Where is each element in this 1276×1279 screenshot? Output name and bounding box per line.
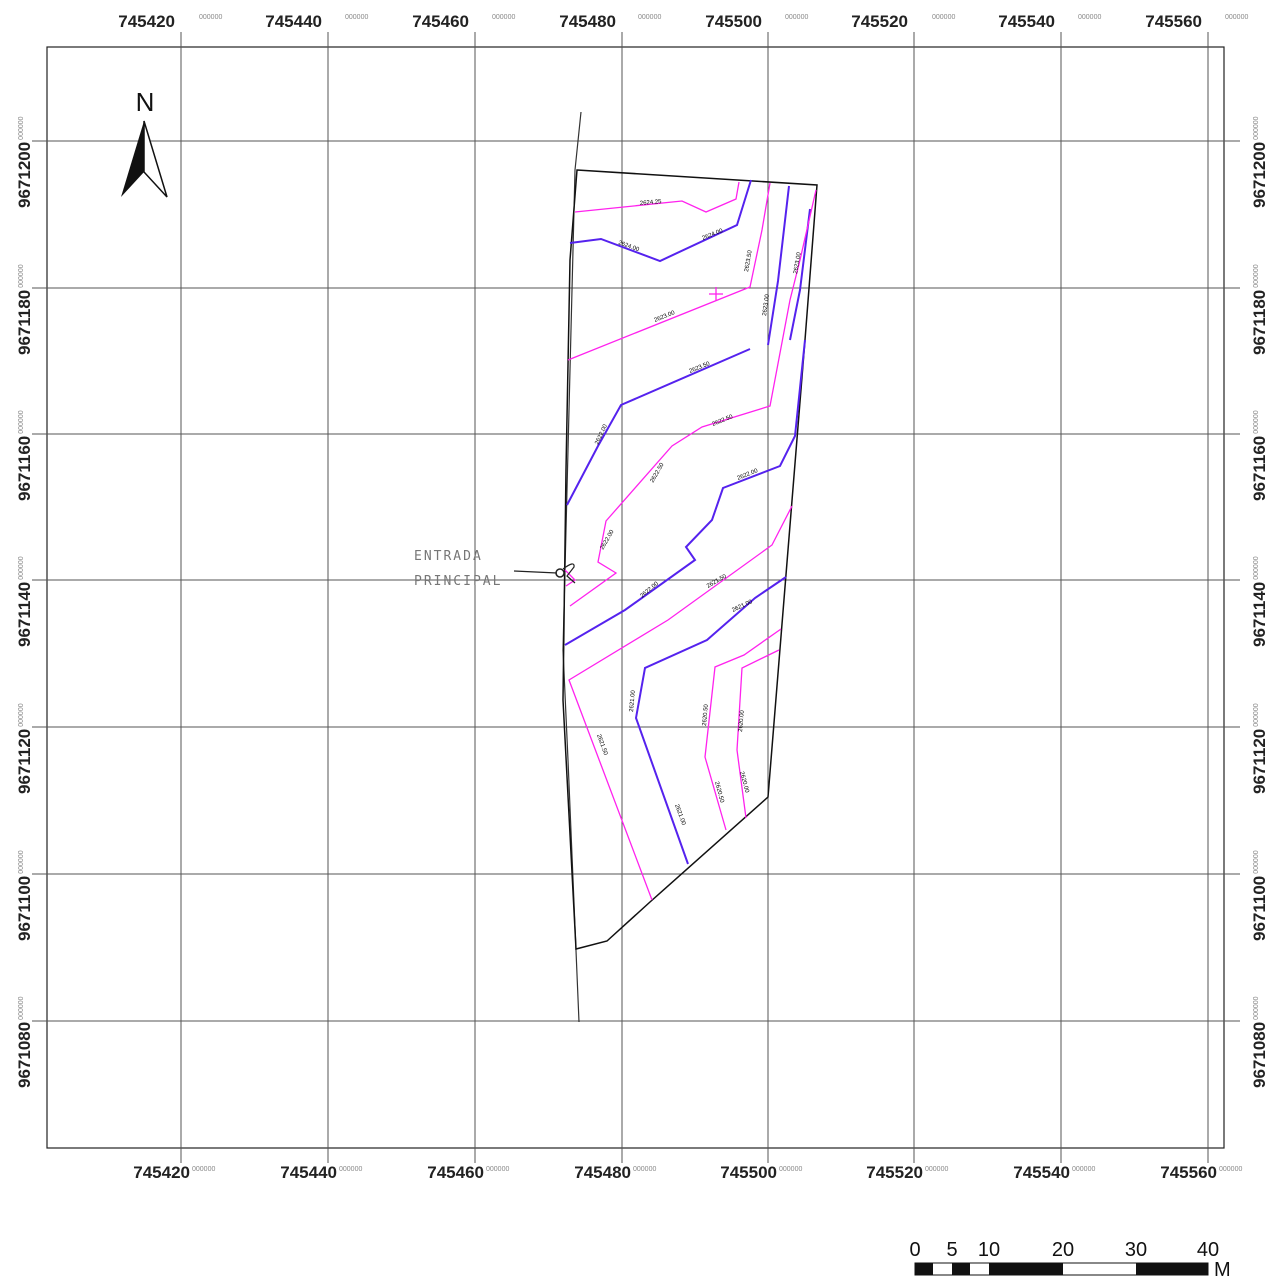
contour-label: 2620.00	[738, 709, 746, 732]
scale-unit: M	[1214, 1259, 1231, 1279]
x-tick-top-decimals: 000000	[638, 14, 661, 21]
north-arrow-letter: N	[136, 87, 155, 117]
x-tick-top: 745520	[851, 12, 908, 31]
x-tick-bottom: 745420	[133, 1163, 190, 1182]
contour-label: 2623.50	[744, 249, 754, 272]
x-tick-top-decimals: 000000	[492, 14, 515, 21]
x-tick-bottom-decimals: 000000	[486, 1166, 509, 1173]
entrance-annotation: ENTRADA PRINCIPAL	[414, 549, 576, 589]
x-tick-top-decimals: 000000	[199, 14, 222, 21]
contour-label: 2623.00	[793, 251, 803, 274]
contour-label: 2620.00	[738, 771, 750, 794]
minor-contour	[568, 505, 793, 901]
minor-contour	[574, 181, 740, 213]
x-tick-bottom-decimals: 000000	[1219, 1166, 1242, 1173]
x-tick-bottom-decimals: 000000	[633, 1166, 656, 1173]
y-tick-left: 9671120000000	[15, 703, 34, 794]
major-contours	[564, 179, 811, 865]
scale-label: 30	[1125, 1239, 1147, 1261]
x-tick-top: 745480	[559, 12, 616, 31]
y-tick-right: 9671140000000	[1250, 556, 1269, 647]
major-contour	[569, 179, 752, 263]
major-contour	[634, 576, 787, 865]
y-tick-right: 9671200000000	[1250, 116, 1269, 208]
contour-label: 2621.00	[629, 689, 637, 712]
y-tick-right: 9671180000000	[1250, 264, 1269, 355]
x-tick-top: 745460	[412, 12, 469, 31]
x-tick-bottom-decimals: 000000	[779, 1166, 802, 1173]
y-tick-left: 9671180000000	[15, 264, 34, 355]
minor-contour	[567, 182, 771, 361]
y-tick-left: 9671200000000	[15, 116, 34, 208]
x-tick-top-decimals: 000000	[932, 14, 955, 21]
y-tick-left: 9671160000000	[15, 410, 34, 501]
y-tick-left: 9671080000000	[15, 996, 34, 1088]
x-tick-top-decimals: 000000	[1078, 14, 1101, 21]
contour-label: 2624.25	[640, 199, 663, 207]
y-tick-left: 9671140000000	[15, 556, 34, 647]
x-axis-top-labels: 745420 745440 745460 745480 745500 74552…	[118, 12, 1248, 31]
scale-label: 0	[909, 1239, 920, 1261]
x-tick-bottom-decimals: 000000	[339, 1166, 362, 1173]
y-tick-right: 9671080000000	[1250, 996, 1269, 1088]
grid-horizontal	[32, 140, 1240, 1022]
x-tick-bottom: 745560	[1160, 1163, 1217, 1182]
x-tick-top-decimals: 000000	[1225, 14, 1248, 21]
x-tick-bottom-decimals: 000000	[925, 1166, 948, 1173]
major-contour	[564, 339, 806, 646]
scale-label: 40	[1197, 1239, 1219, 1261]
grid-vertical	[180, 32, 1209, 1163]
scale-label: 5	[946, 1239, 957, 1261]
contour-label: 2620.50	[713, 781, 725, 804]
major-contour	[566, 348, 751, 506]
x-tick-top-decimals: 000000	[785, 14, 808, 21]
contour-label: 2623.00	[762, 293, 771, 316]
contour-label: 2620.50	[702, 703, 710, 726]
y-tick-right: 9671100000000	[1250, 850, 1269, 941]
x-tick-bottom: 745540	[1013, 1163, 1070, 1182]
site-boundary	[562, 169, 818, 950]
y-tick-left: 9671100000000	[15, 850, 34, 941]
entrance-gate-icon	[562, 563, 576, 584]
y-tick-right: 9671160000000	[1250, 410, 1269, 501]
x-tick-bottom: 745500	[720, 1163, 777, 1182]
x-tick-top: 745540	[998, 12, 1055, 31]
entrance-label-line2: PRINCIPAL	[414, 574, 502, 589]
x-tick-top: 745440	[265, 12, 322, 31]
major-contour	[789, 208, 811, 341]
x-tick-bottom: 745460	[427, 1163, 484, 1182]
entrance-label-line1: ENTRADA	[414, 549, 483, 564]
x-tick-bottom-decimals: 000000	[1072, 1166, 1095, 1173]
minor-contour	[569, 189, 817, 607]
x-tick-top-decimals: 000000	[345, 14, 368, 21]
minor-contour	[704, 628, 782, 831]
x-tick-top: 745560	[1145, 12, 1202, 31]
y-tick-right: 9671120000000	[1250, 703, 1269, 794]
entrance-leader-line	[513, 570, 558, 574]
x-tick-top: 745500	[705, 12, 762, 31]
x-tick-bottom: 745480	[574, 1163, 631, 1182]
x-axis-bottom-labels: 745420 745440 745460 745480 745500 74552…	[133, 1163, 1242, 1182]
minor-contours	[564, 181, 817, 901]
major-contour	[767, 185, 790, 346]
scale-label: 20	[1052, 1239, 1074, 1261]
x-tick-top: 745420	[118, 12, 175, 31]
entrance-marker-icon	[555, 568, 565, 578]
x-tick-bottom-decimals: 000000	[192, 1166, 215, 1173]
scale-bar: 0 5 10 20 30 40 M	[909, 1239, 1230, 1279]
minor-contour	[736, 649, 780, 819]
x-tick-bottom: 745440	[280, 1163, 337, 1182]
x-tick-bottom: 745520	[866, 1163, 923, 1182]
scale-label: 10	[978, 1239, 1000, 1261]
north-arrow-icon: N	[121, 87, 168, 198]
y-axis-left-labels: 9671200000000 9671180000000 967116000000…	[15, 116, 34, 1088]
map-frame	[46, 46, 1225, 1149]
y-axis-right-labels: 9671200000000 9671180000000 967116000000…	[1250, 116, 1269, 1088]
